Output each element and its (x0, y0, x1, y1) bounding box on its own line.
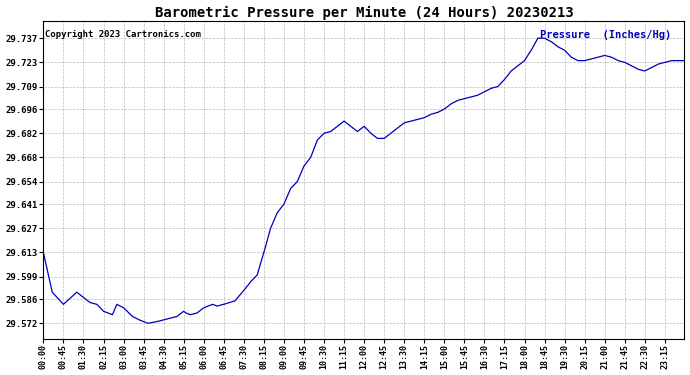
Text: Pressure  (Inches/Hg): Pressure (Inches/Hg) (540, 30, 671, 40)
Title: Barometric Pressure per Minute (24 Hours) 20230213: Barometric Pressure per Minute (24 Hours… (155, 6, 573, 20)
Text: Copyright 2023 Cartronics.com: Copyright 2023 Cartronics.com (45, 30, 201, 39)
